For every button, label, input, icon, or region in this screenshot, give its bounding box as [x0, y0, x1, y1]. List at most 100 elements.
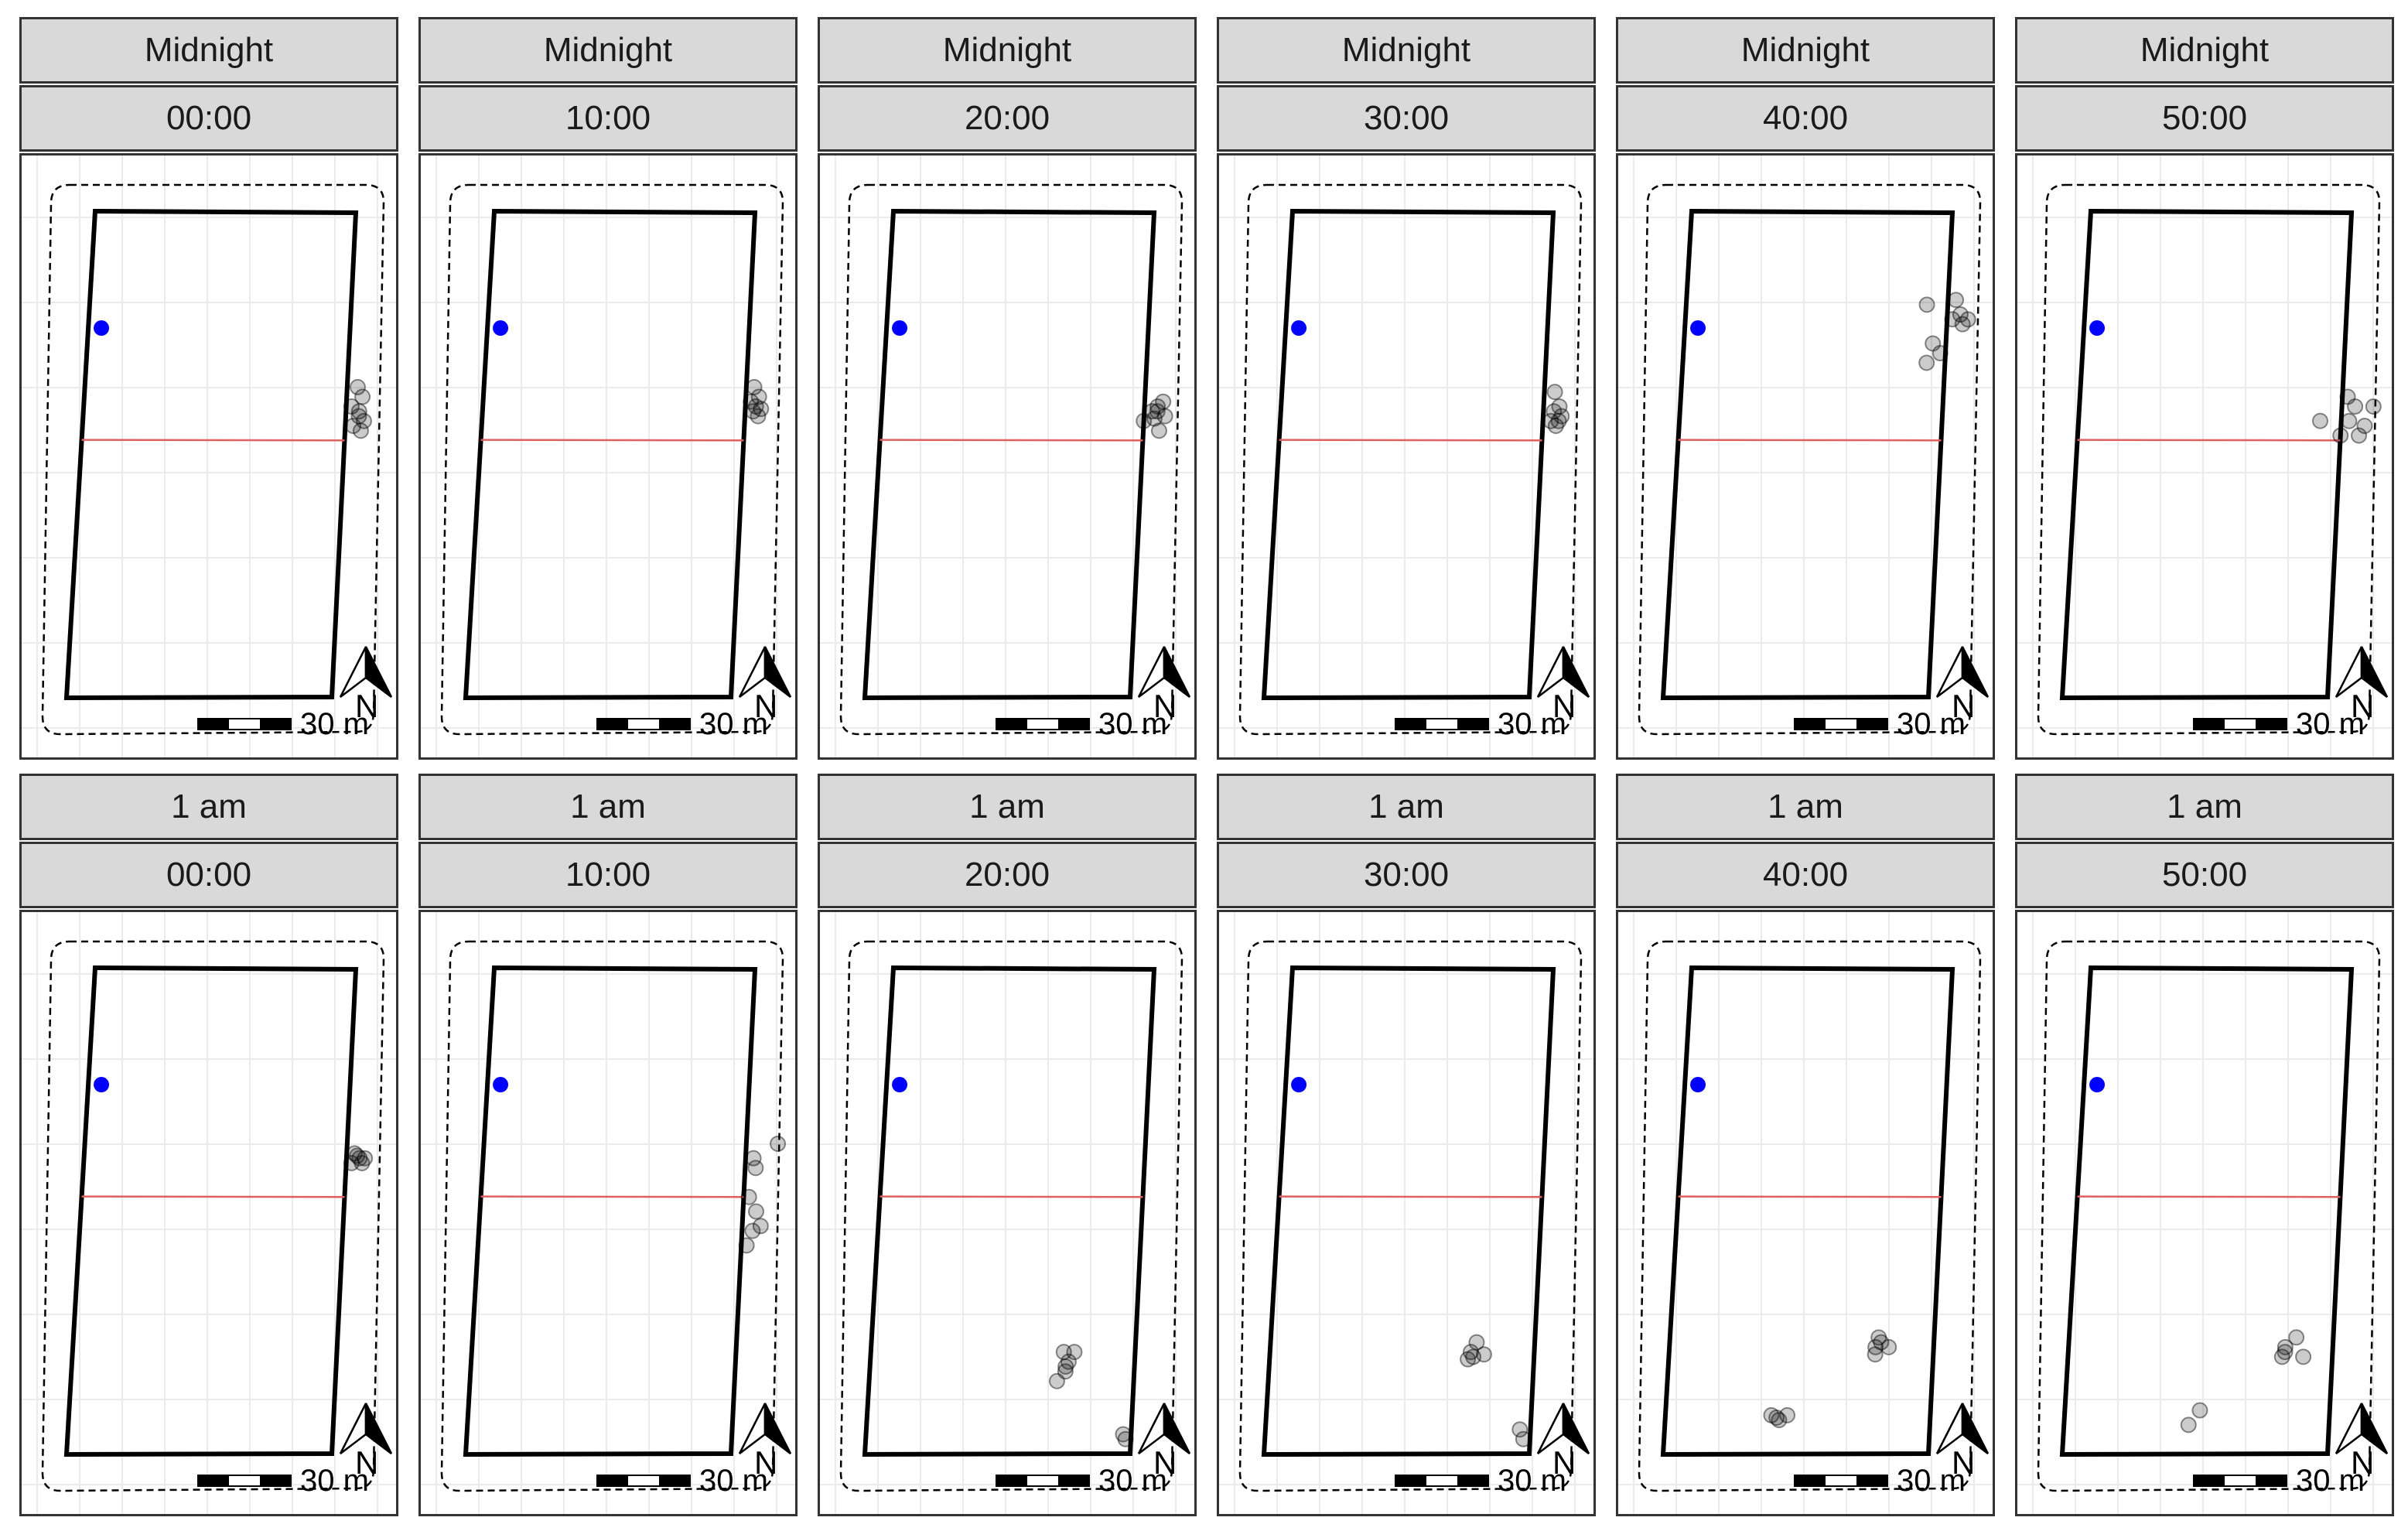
data-point — [1948, 292, 1965, 309]
north-arrow-right-half — [1163, 646, 1191, 698]
station-point — [94, 1077, 110, 1093]
scale-bar-segment — [1856, 1475, 1887, 1486]
scale-bar: 30 m — [2193, 1464, 2365, 1498]
buffer-outline — [41, 940, 385, 1492]
north-arrow-right-half — [1562, 1403, 1590, 1454]
scale-bar-label: 30 m — [300, 1464, 369, 1498]
buffer-outline — [1638, 183, 1982, 736]
data-point — [1870, 1329, 1887, 1346]
scale-bar: 30 m — [1395, 1464, 1566, 1498]
field-boundary — [63, 965, 359, 1458]
data-point — [747, 398, 764, 415]
scale-bar-segment — [1395, 719, 1426, 730]
data-point — [1468, 1334, 1485, 1351]
map-svg: 30 mN — [820, 155, 1194, 757]
facet-strip-hour: 1 am — [1217, 774, 1596, 840]
north-arrow-icon: N — [1935, 646, 1990, 724]
map-svg: 30 mN — [1618, 912, 1993, 1514]
north-arrow-right-half — [1961, 1403, 1990, 1454]
data-point — [1146, 410, 1163, 427]
scale-bar: 30 m — [197, 707, 369, 741]
scale-bar: 30 m — [1395, 707, 1566, 741]
map-svg: 30 mN — [1219, 912, 1593, 1514]
field-boundary — [1261, 208, 1556, 701]
data-point — [744, 1222, 761, 1239]
data-point — [2276, 1344, 2294, 1361]
field-boundary — [862, 208, 1157, 701]
data-point — [354, 1154, 371, 1171]
map-svg: 30 mN — [22, 155, 396, 757]
scale-bar-segment — [1457, 719, 1488, 730]
station-point — [2089, 1077, 2106, 1093]
scale-bar-label: 30 m — [2296, 707, 2365, 741]
scale-bar-segment — [597, 1475, 628, 1486]
data-point — [750, 388, 767, 405]
data-point — [350, 403, 367, 420]
data-point — [1925, 335, 1942, 352]
scale-bar-segment — [1856, 719, 1887, 730]
buffer-outline — [1638, 940, 1982, 1492]
north-arrow-icon: N — [1935, 1403, 1990, 1481]
scale-bar-label: 30 m — [699, 1464, 768, 1498]
facet-strip-minute: 00:00 — [19, 842, 398, 908]
data-point — [2347, 398, 2364, 415]
facet-strip-hour: 1 am — [2015, 774, 2394, 840]
map-svg: 30 mN — [22, 912, 396, 1514]
data-point — [743, 393, 760, 410]
divider-line — [880, 1195, 1143, 1198]
data-point — [351, 1150, 368, 1167]
facet-strip-minute: 40:00 — [1616, 85, 1995, 152]
north-arrow-right-half — [763, 1403, 792, 1454]
scale-bar: 30 m — [1794, 1464, 1966, 1498]
data-point — [1155, 393, 1172, 410]
north-arrow-label: N — [754, 1444, 777, 1481]
field-boundary — [1660, 965, 1955, 1458]
north-arrow-right-half — [364, 646, 393, 698]
data-point — [1551, 398, 1568, 415]
divider-line — [1279, 1195, 1542, 1198]
divider-line — [81, 439, 345, 442]
map-svg: 30 mN — [421, 155, 795, 757]
data-point — [1149, 398, 1166, 415]
north-arrow-label: N — [1153, 688, 1177, 724]
data-point — [1057, 1363, 1074, 1380]
scale-bar-segment — [1058, 719, 1089, 730]
data-point — [2191, 1402, 2208, 1419]
north-arrow-label: N — [355, 1444, 378, 1481]
data-point — [350, 408, 367, 425]
scale-bar: 30 m — [596, 707, 768, 741]
station-point — [493, 1077, 509, 1093]
data-point — [343, 1154, 360, 1171]
data-point — [345, 417, 362, 434]
divider-line — [880, 439, 1143, 442]
divider-line — [2077, 439, 2341, 442]
data-point — [2295, 1348, 2312, 1365]
scale-bar: 30 m — [996, 707, 1167, 741]
facet-strip-minute: 00:00 — [19, 85, 398, 152]
data-point — [1918, 354, 1935, 371]
scale-bar-segment — [597, 719, 628, 730]
station-point — [94, 320, 110, 337]
north-arrow-label: N — [2351, 1444, 2374, 1481]
data-point — [1873, 1334, 1890, 1351]
divider-line — [480, 1195, 744, 1198]
scale-bar-label: 30 m — [300, 707, 369, 741]
data-point — [1880, 1338, 1897, 1355]
north-arrow-right-half — [1163, 1403, 1191, 1454]
facet-strip-minute: 50:00 — [2015, 85, 2394, 152]
facet-strip-hour: 1 am — [19, 774, 398, 840]
data-point — [770, 1135, 787, 1152]
field-boundary — [463, 965, 758, 1458]
buffer-outline — [41, 183, 385, 736]
data-point — [1117, 1430, 1134, 1447]
scale-bar-label: 30 m — [1897, 1464, 1966, 1498]
